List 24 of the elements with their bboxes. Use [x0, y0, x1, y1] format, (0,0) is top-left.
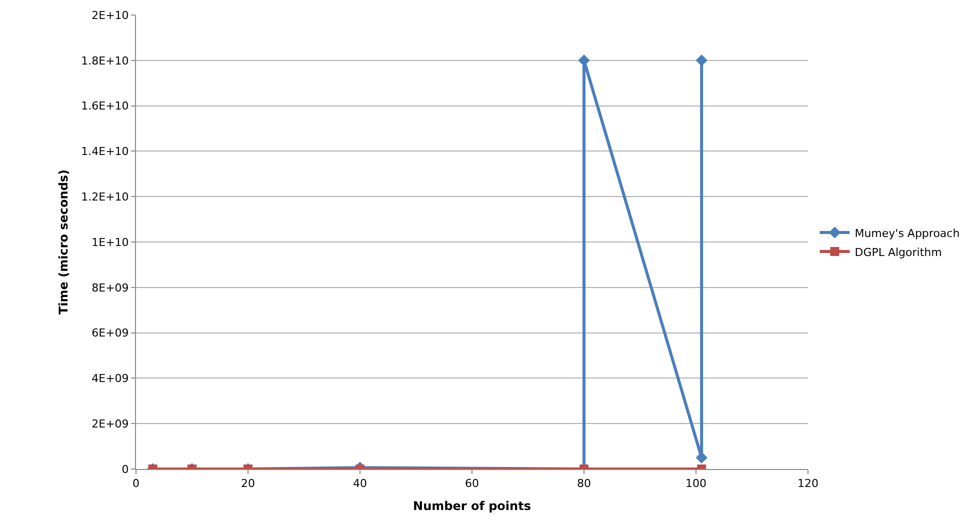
x-tick-label: 20: [241, 477, 255, 490]
x-tick-label: 80: [577, 477, 591, 490]
y-tick-label: 1E+10: [92, 236, 129, 249]
y-tick-label: 2E+09: [92, 417, 129, 430]
y-tick-label: 1.4E+10: [81, 145, 129, 158]
y-axis-title: Time (micro seconds): [56, 169, 70, 315]
x-tick-label: 60: [465, 477, 479, 490]
y-tick-label: 0: [122, 462, 129, 476]
legend-label: DGPL Algorithm: [854, 246, 942, 259]
legend-label: Mumey's Approach: [854, 226, 960, 240]
point: [578, 54, 590, 66]
x-tick-label: 120: [798, 477, 818, 490]
y-tick-label: 1.8E+10: [81, 54, 129, 68]
x-tick-label: 0: [132, 477, 140, 490]
y-tick-label: 8E+09: [92, 281, 129, 294]
y-tick-label: 2E+10: [92, 8, 129, 22]
x-tick-label: 100: [686, 477, 706, 490]
y-tick-label: 1.2E+10: [81, 190, 129, 204]
y-tick-label: 1.6E+10: [81, 100, 129, 113]
y-tick-label: 4E+09: [92, 372, 129, 386]
x-tick-label: 40: [353, 477, 367, 490]
x-axis-title: Number of points: [413, 499, 531, 514]
point: [696, 54, 708, 66]
y-tick-label: 6E+09: [92, 326, 129, 340]
